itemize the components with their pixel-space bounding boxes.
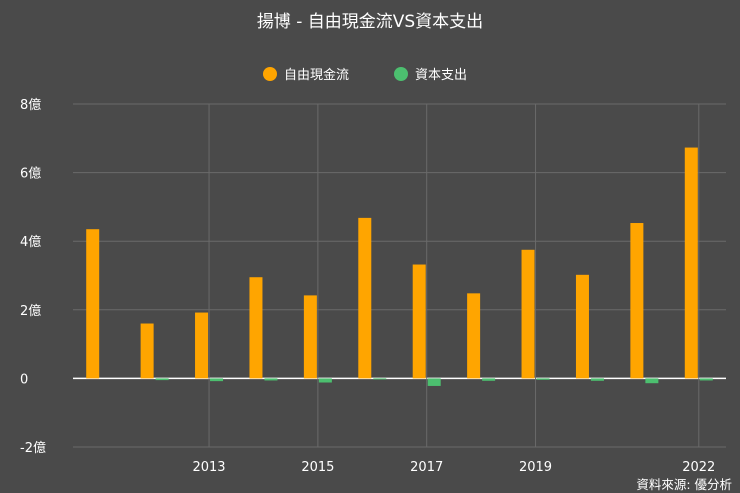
- legend-item-free-cash-flow[interactable]: 自由現金流: [263, 67, 349, 83]
- gridlines: [73, 103, 726, 448]
- chart-title: 揚博 - 自由現金流VS資本支出: [257, 12, 483, 32]
- legend-label-free-cash-flow: 自由現金流: [284, 67, 349, 83]
- bar-free-cash-flow[interactable]: [630, 223, 644, 379]
- x-axis-ticks: 2013 2015 2017 2019 2022: [192, 460, 715, 475]
- bar-capex[interactable]: [699, 378, 713, 381]
- bar-free-cash-flow[interactable]: [521, 249, 535, 379]
- bar-capex[interactable]: [264, 378, 278, 381]
- x-tick-label: 2017: [410, 460, 443, 475]
- y-tick-label: 6億: [20, 166, 41, 182]
- bar-capex[interactable]: [590, 378, 604, 381]
- bar-capex[interactable]: [155, 378, 169, 381]
- bar-free-cash-flow[interactable]: [140, 323, 154, 379]
- bar-free-cash-flow[interactable]: [412, 264, 426, 379]
- y-tick-label: 8億: [20, 97, 41, 113]
- x-tick-label: 2013: [192, 460, 225, 475]
- bar-capex[interactable]: [373, 378, 387, 380]
- legend-marker-capex: [394, 67, 408, 81]
- x-tick-label: 2015: [301, 460, 334, 475]
- y-tick-label: 4億: [20, 234, 41, 250]
- bar-capex[interactable]: [536, 378, 550, 380]
- source-label: 資料來源: 優分析: [636, 477, 732, 492]
- bar-free-cash-flow[interactable]: [195, 312, 209, 379]
- legend: 自由現金流 資本支出: [263, 67, 467, 83]
- bar-capex[interactable]: [427, 378, 441, 386]
- y-axis-ticks: 8億 6億 4億 2億 0 -2億: [20, 97, 46, 456]
- bar-capex[interactable]: [645, 378, 659, 384]
- bar-free-cash-flow[interactable]: [467, 293, 481, 379]
- legend-label-capex: 資本支出: [415, 68, 467, 83]
- x-tick-label: 2022: [682, 460, 715, 475]
- bar-free-cash-flow[interactable]: [575, 274, 589, 379]
- bar-capex[interactable]: [318, 378, 332, 383]
- legend-item-capex[interactable]: 資本支出: [394, 67, 467, 83]
- y-tick-label: 0: [20, 372, 28, 387]
- x-tick-label: 2019: [519, 460, 552, 475]
- y-tick-label: 2億: [20, 303, 41, 319]
- bar-free-cash-flow[interactable]: [86, 229, 100, 379]
- bar-free-cash-flow[interactable]: [684, 147, 698, 379]
- bar-free-cash-flow[interactable]: [249, 277, 263, 379]
- bar-capex[interactable]: [210, 378, 224, 382]
- bars: [86, 147, 713, 386]
- bar-free-cash-flow[interactable]: [358, 217, 372, 379]
- bar-free-cash-flow[interactable]: [303, 295, 317, 379]
- legend-marker-free-cash-flow: [263, 67, 277, 81]
- bar-capex[interactable]: [482, 378, 496, 381]
- y-tick-label: -2億: [20, 440, 46, 456]
